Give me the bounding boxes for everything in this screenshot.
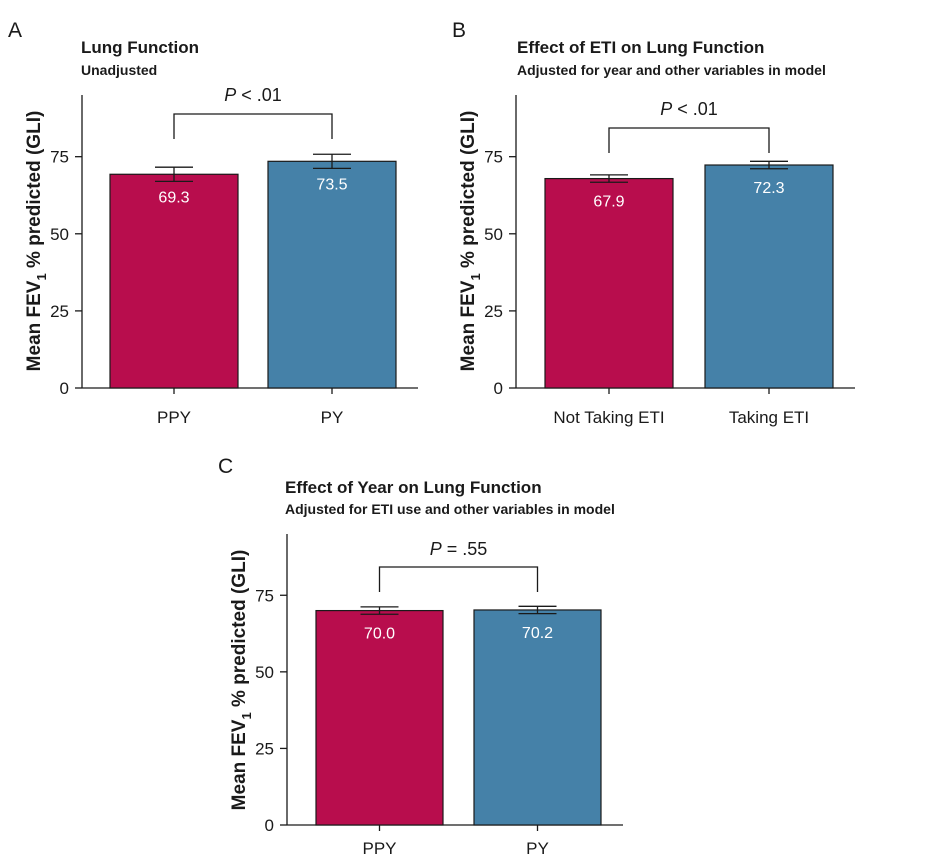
y-tick-label: 25 xyxy=(484,302,503,321)
bar-py xyxy=(473,609,602,826)
x-tick-label: Taking ETI xyxy=(729,408,809,427)
bar-value-label: 69.3 xyxy=(158,189,189,206)
y-tick-label: 0 xyxy=(494,379,503,398)
y-tick-label: 75 xyxy=(255,586,274,605)
y-tick-label: 75 xyxy=(50,148,69,167)
chart-panel-b: B Effect of ETI on Lung Function Adjusted … xyxy=(452,19,855,427)
chart-panel-a: A Lung Function Unadjusted Mean FEV1 % pred… xyxy=(8,19,418,427)
p-value-label: P < .01 xyxy=(224,85,282,105)
chart-title: Effect of Year on Lung Function xyxy=(285,478,542,497)
chart-subtitle: Adjusted for year and other variables in… xyxy=(517,62,826,78)
x-tick-label: PPY xyxy=(157,408,191,427)
chart-subtitle: Adjusted for ETI use and other variables… xyxy=(285,501,615,517)
bar-value-label: 67.9 xyxy=(593,194,624,211)
bar-taking-eti xyxy=(704,164,834,389)
significance-bracket xyxy=(608,127,770,153)
bar-value-label: 73.5 xyxy=(316,176,347,193)
y-tick-label: 25 xyxy=(50,302,69,321)
x-tick-label: PY xyxy=(321,408,344,427)
p-value-label: P = .55 xyxy=(430,539,488,559)
panel-letter: C xyxy=(218,455,233,478)
y-tick-label: 0 xyxy=(60,379,69,398)
y-axis-label: Mean FEV1 % predicted (GLI) xyxy=(24,111,49,372)
bar-py xyxy=(267,160,397,389)
y-tick-label: 75 xyxy=(484,148,503,167)
y-tick-label: 50 xyxy=(50,225,69,244)
y-axis-label: Mean FEV1 % predicted (GLI) xyxy=(229,550,254,811)
x-tick-label: PY xyxy=(526,839,549,858)
chart-subtitle: Unadjusted xyxy=(81,62,157,78)
y-tick-label: 50 xyxy=(255,663,274,682)
chart-title: Effect of ETI on Lung Function xyxy=(517,38,764,57)
significance-bracket xyxy=(378,566,539,592)
significance-bracket xyxy=(173,113,333,139)
y-tick-label: 25 xyxy=(255,739,274,758)
bar-value-label: 72.3 xyxy=(753,180,784,197)
y-axis-label: Mean FEV1 % predicted (GLI) xyxy=(458,111,483,372)
p-value-label: P < .01 xyxy=(660,99,718,119)
bar-ppy xyxy=(315,609,444,826)
panel-letter: B xyxy=(452,19,466,42)
bar-ppy xyxy=(109,173,239,389)
bar-value-label: 70.0 xyxy=(364,626,395,643)
chart-panel-c: C Effect of Year on Lung Function Adjusted… xyxy=(218,455,623,858)
bar-not-taking-eti xyxy=(544,177,674,389)
x-tick-label: PPY xyxy=(362,839,396,858)
bar-value-label: 70.2 xyxy=(522,625,553,642)
y-tick-label: 50 xyxy=(484,225,503,244)
panel-letter: A xyxy=(8,19,22,42)
chart-title: Lung Function xyxy=(81,38,199,57)
x-tick-label: Not Taking ETI xyxy=(553,408,664,427)
y-tick-label: 0 xyxy=(265,816,274,835)
